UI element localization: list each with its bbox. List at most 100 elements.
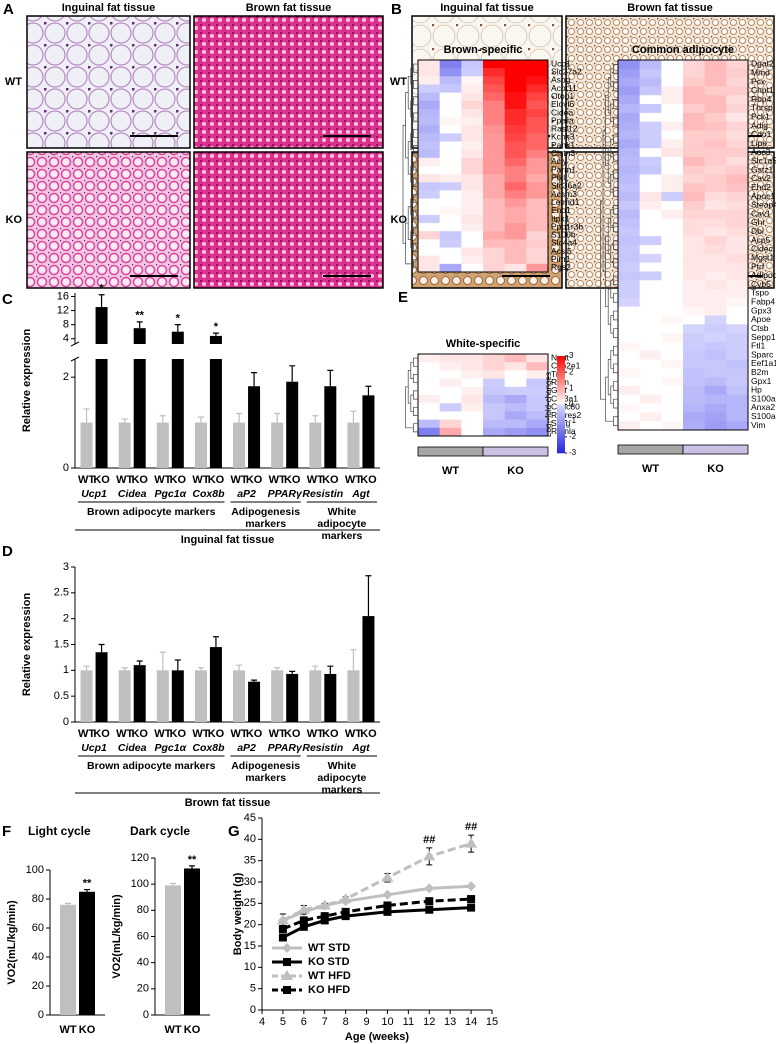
heatmap-cell bbox=[504, 247, 527, 256]
heatmap-cell bbox=[661, 324, 684, 334]
heatmap-cell bbox=[639, 297, 662, 307]
heatmap-cell bbox=[618, 412, 640, 422]
category-label: PPARγ bbox=[268, 488, 303, 500]
row-label: Gpx1 bbox=[751, 376, 772, 386]
colorbar-tick-label: 2 bbox=[569, 367, 574, 376]
error-bar bbox=[251, 679, 258, 682]
y-tick-label: 0 bbox=[143, 1009, 149, 1021]
heatmap-cell bbox=[618, 280, 640, 290]
heatmap-cell bbox=[461, 190, 484, 199]
series-label: KO bbox=[246, 728, 263, 740]
error-bar bbox=[121, 418, 128, 423]
x-tick-label: 9 bbox=[363, 1016, 369, 1028]
panel-letter: E bbox=[398, 289, 408, 306]
heatmap-cell bbox=[504, 149, 527, 159]
heatmap-cell bbox=[483, 247, 505, 256]
heatmap-cell bbox=[704, 412, 727, 422]
row-label: Itpk1 bbox=[551, 213, 570, 223]
heatmap-cell bbox=[461, 133, 484, 142]
series-label: KO bbox=[360, 474, 377, 486]
heatmap-cell bbox=[639, 315, 662, 325]
bar bbox=[79, 891, 95, 1015]
heatmap-frame bbox=[417, 59, 549, 273]
heatmap-cell bbox=[683, 86, 705, 96]
heatmap-cell bbox=[704, 174, 727, 184]
dendrogram bbox=[613, 363, 618, 374]
heatmap-cell bbox=[526, 378, 549, 388]
heatmap-cell bbox=[704, 77, 727, 87]
bar bbox=[324, 386, 337, 468]
heatmap-cell bbox=[661, 253, 684, 263]
heatmap-cell bbox=[683, 209, 705, 219]
series-label: KO bbox=[131, 728, 148, 740]
error-bar bbox=[174, 659, 181, 671]
heatmap-cell bbox=[639, 262, 662, 272]
heatmap-cell bbox=[526, 247, 549, 256]
heatmap-cell bbox=[483, 427, 505, 437]
heatmap-cell bbox=[418, 362, 440, 371]
heatmap-cell bbox=[661, 218, 684, 228]
heatmap-cell bbox=[461, 108, 484, 118]
series-label: KO bbox=[184, 1024, 201, 1036]
heatmap-cell bbox=[439, 370, 462, 379]
heatmap-cell bbox=[618, 60, 640, 70]
error-bar bbox=[136, 321, 143, 329]
heatmap-cell bbox=[618, 245, 640, 255]
heatmap-cell bbox=[726, 350, 749, 360]
row-label: Rarres2 bbox=[551, 410, 582, 420]
colorbar-slice bbox=[557, 375, 565, 379]
series-label: KO bbox=[79, 1024, 96, 1036]
heatmap-cell bbox=[483, 354, 505, 363]
y-axis-title: Body weight (g) bbox=[232, 872, 244, 955]
error-bar bbox=[350, 649, 357, 671]
marker bbox=[339, 893, 352, 904]
category-label: PPARγ bbox=[268, 742, 303, 754]
heatmap-cell bbox=[504, 403, 527, 412]
heatmap-cell bbox=[461, 84, 484, 93]
heatmap-cell bbox=[639, 280, 662, 290]
y-tick-label: 2 bbox=[63, 613, 69, 625]
heatmap-cell bbox=[439, 157, 462, 167]
heatmap-cell bbox=[704, 245, 727, 255]
row-label: Rgs2 bbox=[551, 262, 571, 272]
colorbar-slice bbox=[557, 399, 565, 403]
significance: * bbox=[214, 321, 219, 333]
marker bbox=[299, 916, 308, 925]
heatmap-cell bbox=[526, 100, 549, 110]
y-tick-label: 1 bbox=[63, 664, 69, 676]
series-label: WT bbox=[59, 1024, 76, 1036]
heatmap-cell bbox=[461, 411, 484, 420]
heatmap-cell bbox=[661, 412, 684, 422]
heatmap-cell bbox=[704, 148, 727, 158]
error-bar bbox=[83, 665, 90, 671]
heatmap-cell bbox=[704, 385, 727, 396]
heatmap-cell bbox=[418, 141, 440, 150]
category-label: Agt bbox=[351, 742, 370, 754]
heatmap-cell bbox=[483, 92, 505, 102]
heatmap-cell bbox=[639, 165, 662, 175]
heatmap-cell bbox=[726, 156, 749, 167]
heatmap-cell bbox=[639, 68, 662, 78]
dendrogram bbox=[407, 141, 411, 175]
row-label: Acsm3 bbox=[551, 189, 577, 199]
heatmap-cell bbox=[726, 200, 749, 211]
colorbar-slice bbox=[557, 431, 565, 434]
heatmap-cell bbox=[726, 253, 749, 263]
heatmap-cell bbox=[726, 218, 749, 228]
heatmap-cell bbox=[461, 166, 484, 175]
dendrogram bbox=[410, 361, 414, 379]
dendrogram bbox=[607, 359, 611, 396]
colorbar-slice bbox=[557, 402, 565, 405]
heatmap-cell bbox=[726, 121, 749, 131]
row-label: Ghr bbox=[751, 217, 765, 227]
heatmap-cell bbox=[683, 333, 705, 343]
dendrogram bbox=[410, 394, 414, 412]
heatmap-cell bbox=[661, 262, 684, 272]
heatmap-cell bbox=[483, 419, 505, 429]
row-label: Acot11 bbox=[551, 83, 577, 93]
colorbar-slice bbox=[557, 416, 565, 420]
error-bar bbox=[197, 667, 204, 671]
colorbar-slice bbox=[557, 404, 565, 408]
heatmap-cell bbox=[726, 306, 749, 316]
